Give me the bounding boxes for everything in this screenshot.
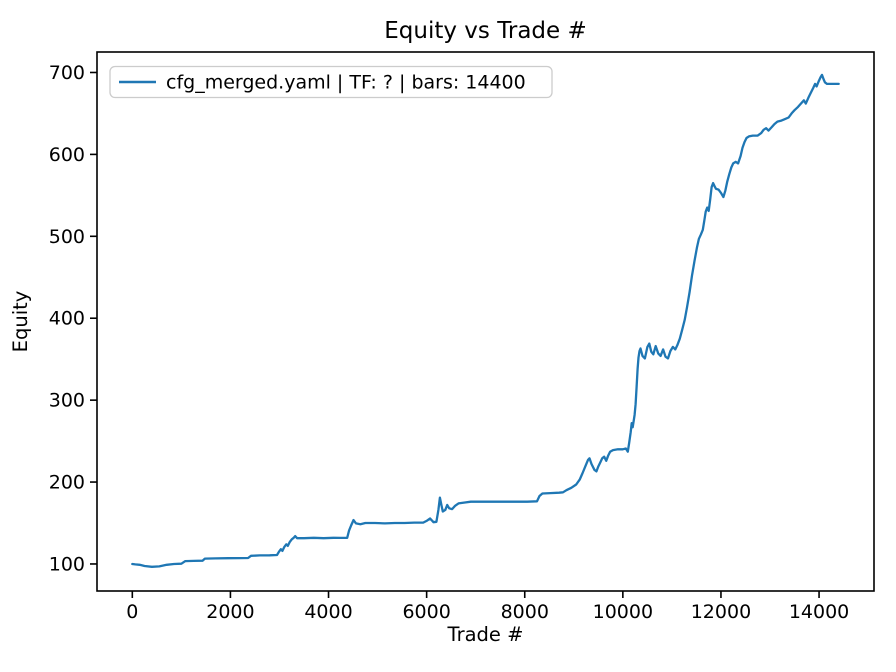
- x-tick-label: 4000: [304, 601, 352, 623]
- x-axis-ticks: 0 2000 4000 6000 8000 10000 12000 14000: [126, 591, 849, 623]
- y-axis-ticks: 100 200 300 400 500 600 700: [49, 62, 97, 575]
- x-tick-label: 6000: [402, 601, 450, 623]
- x-tick-label: 8000: [501, 601, 549, 623]
- equity-curve: [131, 73, 840, 568]
- x-tick-label: 0: [126, 601, 138, 623]
- legend: cfg_merged.yaml | TF: ? | bars: 14400: [109, 65, 553, 99]
- legend-box: [109, 65, 553, 99]
- x-tick-label: 2000: [206, 601, 254, 623]
- y-tick-label: 100: [49, 553, 85, 575]
- y-axis-label: Equity: [9, 291, 32, 353]
- y-tick-label: 400: [49, 308, 85, 330]
- x-tick-label: 10000: [593, 601, 653, 623]
- equity-line-series: [131, 73, 840, 568]
- chart-title: Equity vs Trade #: [384, 18, 587, 44]
- x-axis-label: Trade #: [447, 623, 524, 646]
- y-tick-label: 200: [49, 472, 85, 494]
- legend-label: cfg_merged.yaml | TF: ? | bars: 14400: [166, 72, 526, 94]
- y-tick-label: 300: [49, 390, 85, 412]
- y-tick-label: 700: [49, 62, 85, 84]
- x-tick-label: 14000: [789, 601, 849, 623]
- x-tick-label: 12000: [691, 601, 751, 623]
- y-tick-label: 500: [49, 226, 85, 248]
- y-tick-label: 600: [49, 144, 85, 166]
- plot-area-border: [96, 51, 875, 592]
